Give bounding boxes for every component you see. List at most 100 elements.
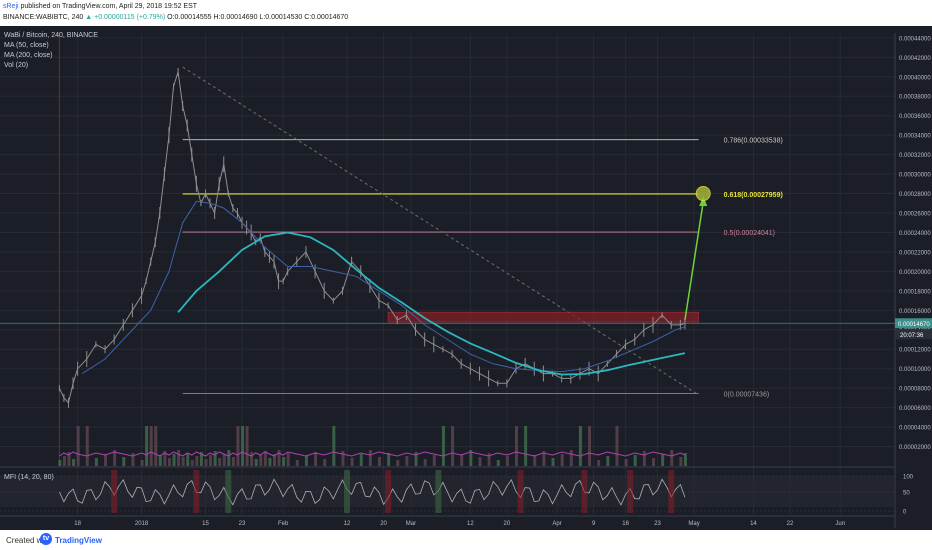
price-axis-label: 0.00004000	[899, 426, 931, 432]
volume-bar	[286, 453, 290, 466]
volume-bar	[514, 426, 518, 466]
time-axis-label: Feb	[278, 521, 289, 527]
time-axis-label: 16	[622, 521, 629, 527]
mfi-axis-label: 0	[903, 510, 907, 516]
mfi-extreme-zone	[111, 470, 118, 513]
volume-bar	[505, 456, 509, 466]
created-with-text: Created with	[6, 536, 51, 545]
volume-bar	[259, 455, 263, 466]
volume-bar	[199, 452, 203, 466]
volume-bar	[222, 454, 226, 466]
price-axis-label: 0.00016000	[899, 309, 931, 315]
volume-bar	[213, 451, 217, 466]
volume-bar	[588, 426, 592, 466]
volume-bar	[578, 426, 582, 466]
published-text: published on TradingView.com, April 29, …	[18, 3, 198, 10]
volume-bar	[268, 458, 272, 466]
time-axis-label: 18	[74, 521, 81, 527]
chart-legend: WaBi / Bitcoin, 240, BINANCE MA (50, clo…	[4, 31, 98, 71]
volume-bar	[94, 458, 98, 466]
price-axis-label: 0.00002000	[899, 445, 931, 451]
volume-bar	[277, 450, 281, 466]
volume-bar	[227, 450, 231, 466]
mfi-extreme-zone	[344, 470, 351, 513]
ohlc-high: H:0.00014690	[213, 14, 258, 21]
volume-bar	[661, 454, 665, 466]
volume-bar	[62, 456, 66, 466]
volume-bar	[158, 455, 162, 466]
volume-bar	[368, 450, 372, 466]
price-axis-label: 0.00026000	[899, 212, 931, 218]
ma200-line	[177, 231, 686, 376]
price-axis-label: 0.00036000	[899, 114, 931, 120]
time-axis-label: Jun	[835, 521, 845, 527]
legend-ma200[interactable]: MA (200, close)	[4, 52, 53, 59]
mfi-extreme-zone	[435, 470, 442, 513]
volume-bar	[190, 460, 194, 466]
time-axis-label: 23	[654, 521, 661, 527]
volume-bar	[245, 426, 249, 466]
price-axis-label: 0.00032000	[899, 153, 931, 159]
volume-bar	[85, 426, 89, 466]
mfi-axis-label: 50	[903, 491, 910, 497]
volume-bar	[487, 453, 491, 466]
volume-bar	[414, 452, 418, 466]
mfi-extreme-zone	[225, 470, 232, 513]
volume-bar	[451, 426, 455, 466]
fib-level-label: 0(0.00007436)	[724, 392, 770, 399]
time-axis-label: 20	[504, 521, 511, 527]
volume-bar	[633, 455, 637, 466]
ma50-line	[81, 200, 686, 375]
volume-bar	[624, 459, 628, 466]
time-axis-label: 20	[380, 521, 387, 527]
volume-bar	[104, 454, 108, 466]
time-axis-label: 2018	[135, 521, 149, 527]
footer-bar: Created with tv TradingView	[0, 530, 932, 550]
last-price-label: 0.00014670	[898, 322, 930, 328]
publish-line: sReji published on TradingView.com, Apri…	[3, 3, 197, 10]
fib-level-label: 0.618(0.00027959)	[724, 192, 783, 199]
change-arrow-icon: ▲	[85, 14, 93, 21]
volume-bar	[569, 450, 573, 466]
volume-bar	[181, 457, 185, 466]
price-axis-label: 0.00038000	[899, 95, 931, 101]
time-axis-label: Apr	[552, 521, 561, 527]
projection-arrow	[684, 201, 704, 321]
mfi-extreme-zone	[627, 470, 634, 513]
tradingview-brand-link[interactable]: TradingView	[55, 536, 102, 545]
time-axis-label: 22	[787, 521, 794, 527]
fib-level-label: 0.786(0.00033538)	[724, 138, 783, 145]
legend-ma50[interactable]: MA (50, close)	[4, 42, 49, 49]
volume-bar	[359, 454, 363, 466]
volume-bar	[236, 426, 240, 466]
volume-bar	[154, 426, 158, 466]
price-axis-label: 0.00008000	[899, 387, 931, 393]
resistance-zone	[387, 311, 700, 323]
price-change: +0.00000115 (+0.79%)	[94, 14, 166, 21]
volume-bar	[272, 454, 276, 466]
volume-bar	[332, 426, 336, 466]
volume-bar	[560, 454, 564, 466]
volume-bar	[113, 450, 117, 466]
volume-bar	[67, 452, 71, 466]
legend-mfi[interactable]: MFI (14, 20, 80)	[4, 474, 54, 481]
author-link[interactable]: sReji	[3, 3, 19, 10]
legend-volume[interactable]: Vol (20)	[4, 62, 29, 69]
volume-bar	[241, 426, 245, 466]
volume-bar	[524, 426, 528, 466]
countdown-badge	[895, 329, 932, 340]
time-axis-label: May	[688, 521, 699, 527]
price-axis-label: 0.00006000	[899, 406, 931, 412]
volume-bar	[341, 451, 345, 466]
volume-bar	[606, 456, 610, 466]
price-axis-label: 0.00020000	[899, 270, 931, 276]
volume-bar	[405, 456, 409, 466]
symbol-label: BINANCE:WABIBTC, 240	[3, 14, 84, 21]
mfi-extreme-zone	[517, 470, 524, 513]
tradingview-logo-icon: tv	[40, 533, 52, 545]
price-axis-label: 0.00028000	[899, 192, 931, 198]
volume-bar	[551, 458, 555, 466]
last-price-badge	[895, 318, 932, 329]
price-axis-label: 0.00012000	[899, 348, 931, 354]
